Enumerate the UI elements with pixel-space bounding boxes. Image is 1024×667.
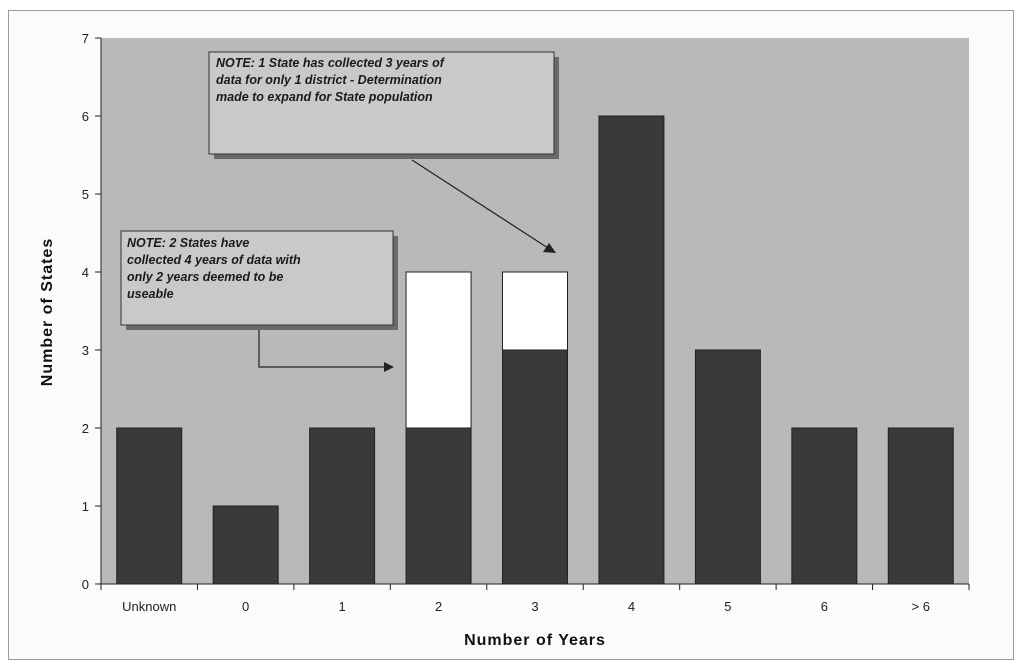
bar-5-series-1 <box>694 349 761 585</box>
bar-6-series-1 <box>887 427 954 585</box>
annotation-2-line-3: only 2 years deemed to be <box>127 270 283 284</box>
annotation-2-arrowhead <box>384 362 394 372</box>
bar-2-series-2 <box>405 271 472 429</box>
y-tick-label: 3 <box>82 343 89 358</box>
y-tick-label: 4 <box>82 265 89 280</box>
y-tick-label: 5 <box>82 187 89 202</box>
annotation-2-arrow <box>258 330 386 368</box>
annotation-1-arrowhead <box>543 243 556 253</box>
y-tick-label: 6 <box>82 109 89 124</box>
y-tick-label: 2 <box>82 421 89 436</box>
bar-3-series-1 <box>502 349 568 585</box>
bar-4-series-1 <box>598 115 665 585</box>
y-tick-label: 1 <box>82 499 89 514</box>
annotation-1-line-3: made to expand for State population <box>216 90 433 104</box>
annotation-1-arrow <box>411 159 549 249</box>
y-axis-title: Number of States <box>39 238 56 386</box>
x-tick-label: Unknown <box>122 599 176 614</box>
y-tick-label: 7 <box>82 31 89 46</box>
x-tick-label: 5 <box>724 599 731 614</box>
x-tick-label: 1 <box>338 599 345 614</box>
x-tick-label: 0 <box>242 599 249 614</box>
annotation-1-line-1: NOTE: 1 State has collected 3 years of <box>216 56 446 70</box>
x-tick-label: 4 <box>628 599 635 614</box>
bar-Unknown-series-1 <box>116 427 183 585</box>
annotation-2-line-4: useable <box>127 287 174 301</box>
x-tick-label: 6 <box>821 599 828 614</box>
bar-2-series-1 <box>405 427 472 585</box>
x-tick-label: 3 <box>531 599 538 614</box>
bar-0-series-1 <box>212 505 279 585</box>
annotation-1: NOTE: 1 State has collected 3 years of d… <box>208 51 559 253</box>
bar-6-series-1 <box>791 427 858 585</box>
bar-1-series-1 <box>309 427 376 585</box>
y-tick-label: 0 <box>82 577 89 592</box>
x-axis-title: Number of Years <box>464 632 606 649</box>
annotation-2-line-2: collected 4 years of data with <box>127 253 301 267</box>
annotation-1-line-2: data for only 1 district - Determination <box>216 73 442 87</box>
annotation-2-line-1: NOTE: 2 States have <box>127 236 249 250</box>
x-tick-label: > 6 <box>912 599 930 614</box>
x-tick-label: 2 <box>435 599 442 614</box>
bar-3-series-2 <box>502 271 568 351</box>
annotation-2: NOTE: 2 States have collected 4 years of… <box>120 230 398 372</box>
